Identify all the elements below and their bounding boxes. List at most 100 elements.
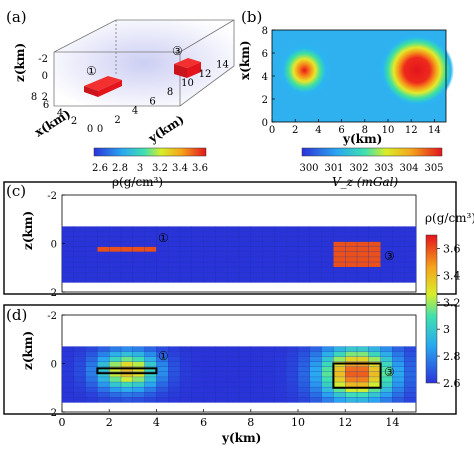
density-cell <box>203 256 216 263</box>
density-cell <box>203 241 216 248</box>
density-cell <box>227 236 240 243</box>
density-cell <box>179 376 193 383</box>
density-cell <box>156 392 169 398</box>
density-cell <box>97 386 110 393</box>
density-cell <box>356 266 370 273</box>
density-cell <box>274 256 287 263</box>
density-cell <box>286 266 299 273</box>
density-cell <box>321 256 334 263</box>
density-cell <box>356 351 370 357</box>
density-cell <box>404 272 417 278</box>
density-cell <box>345 226 358 232</box>
density-cell <box>262 376 275 383</box>
density-cell <box>61 351 75 357</box>
density-cell <box>368 246 381 253</box>
panel-c-tag: (c) <box>6 182 26 200</box>
density-cell <box>356 366 370 373</box>
density-cell <box>250 251 263 258</box>
density-cell <box>97 346 110 352</box>
density-cell <box>191 376 204 383</box>
density-cell <box>333 381 346 388</box>
density-cell <box>345 366 358 373</box>
density-cell <box>132 231 145 237</box>
density-cell <box>404 246 417 253</box>
b-x-tick: 12 <box>405 125 418 136</box>
c-outer-frame <box>3 181 457 295</box>
density-cell <box>168 376 181 383</box>
a-x-tick: 8 <box>31 92 37 103</box>
d-y-ticks: -2 0 2 <box>47 311 65 419</box>
density-cell <box>203 272 216 278</box>
density-cell <box>274 241 287 248</box>
density-cell <box>144 226 157 232</box>
density-cell <box>286 386 299 393</box>
density-cell <box>109 251 122 258</box>
density-cell <box>227 277 240 283</box>
b-x-tick: 10 <box>382 125 395 136</box>
density-cell <box>309 231 322 237</box>
density-cell <box>227 256 240 263</box>
density-cell <box>345 346 358 352</box>
density-cell <box>250 266 263 273</box>
density-cell <box>345 376 358 383</box>
density-cell <box>309 371 322 378</box>
density-cell <box>274 366 287 373</box>
density-cell <box>333 346 346 352</box>
density-cell <box>333 356 346 363</box>
density-cell <box>368 346 381 352</box>
body-3-3d <box>174 58 201 78</box>
density-cell <box>109 261 122 268</box>
density-cell <box>321 346 334 352</box>
density-cell <box>97 376 110 383</box>
c-y-tick: 0 <box>51 240 57 251</box>
density-cell <box>321 241 334 248</box>
density-cell <box>191 351 204 357</box>
density-cell <box>345 392 358 398</box>
b-x-tick: 4 <box>315 125 321 136</box>
density-cell <box>227 231 240 237</box>
density-cell <box>85 397 98 403</box>
colorbar-a-tick: 2.6 <box>92 163 108 174</box>
density-cell <box>404 361 417 368</box>
b-y-tick: 4 <box>262 72 268 83</box>
density-cell <box>179 397 193 403</box>
density-cell <box>286 351 299 357</box>
density-cell <box>156 256 169 263</box>
a-y-ticks: 02 46 8 10 12 14 <box>97 60 229 135</box>
density-cell <box>274 356 287 363</box>
density-cell <box>368 366 381 373</box>
density-cell <box>191 356 204 363</box>
density-cell <box>404 277 417 283</box>
density-cell <box>203 356 216 363</box>
density-cell <box>120 376 134 383</box>
density-cell <box>392 236 405 243</box>
density-cell <box>286 381 299 388</box>
density-cell <box>97 381 110 388</box>
density-cell <box>238 261 252 268</box>
density-cell <box>109 277 122 283</box>
density-cell <box>392 241 405 248</box>
density-cell <box>97 277 110 283</box>
density-cell <box>356 376 370 383</box>
density-cell <box>203 397 216 403</box>
density-cell <box>144 376 157 383</box>
colorbar-right: ρ(g/cm³) 3.6 3.4 3.2 3 2.8 2.6 <box>425 211 474 390</box>
density-cell <box>274 246 287 253</box>
density-cell <box>120 266 134 273</box>
density-cell <box>309 392 322 398</box>
density-cell <box>144 241 157 248</box>
density-cell <box>262 366 275 373</box>
density-cell <box>274 226 287 232</box>
density-cell <box>286 231 299 237</box>
density-cell <box>179 392 193 398</box>
density-cell <box>297 236 311 243</box>
density-cell <box>120 226 134 232</box>
density-cell <box>321 366 334 373</box>
density-cell <box>120 392 134 398</box>
density-cell <box>61 272 75 278</box>
density-cell <box>321 381 334 388</box>
density-cell <box>215 241 228 248</box>
density-cell <box>297 346 311 352</box>
density-cell <box>309 366 322 373</box>
density-cell <box>238 392 252 398</box>
